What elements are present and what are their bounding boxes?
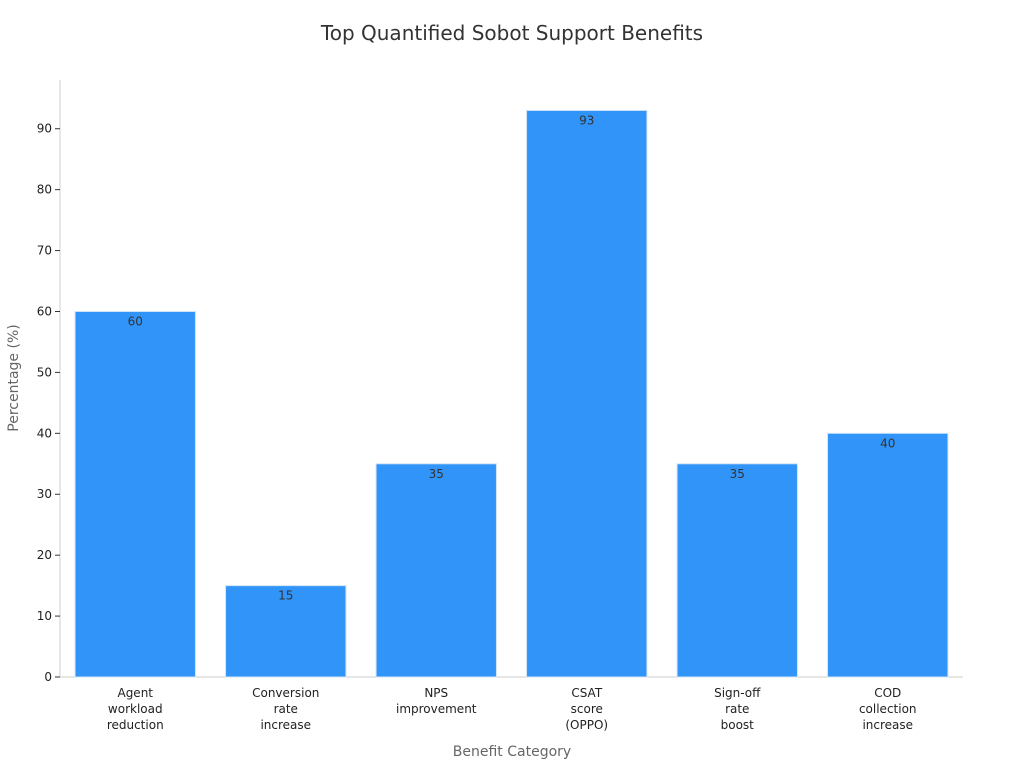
y-tick-label: 60 [37,304,52,318]
category-label: Conversion rate increase [252,686,319,732]
category-labels: Agent workload reduction Conversion rate incr… [107,686,917,732]
y-tick-label: 0 [44,670,52,684]
bar [225,585,347,678]
category-label: COD collection increase [859,686,917,732]
category-label-line: rate [274,702,298,716]
y-ticks: 0 10 20 30 40 50 60 70 80 90 [37,122,60,684]
category-label-line: Sign-off [714,686,761,700]
bar-value-label: 15 [278,589,293,603]
y-tick-label: 50 [37,365,52,379]
chart-title: Top Quantified Sobot Support Benefits [320,21,703,45]
y-tick-label: 90 [37,122,52,136]
category-label: NPS improvement [396,686,477,716]
bar-value-label: 35 [730,467,745,481]
category-label: CSAT score (OPPO) [565,686,608,732]
category-label-line: rate [725,702,749,716]
category-label-line: CSAT [571,686,602,700]
y-tick-label: 40 [37,426,52,440]
bar [526,109,648,678]
value-labels: 60 15 35 93 35 40 [128,113,896,602]
category-label-line: COD [874,686,901,700]
bar-value-label: 35 [429,467,444,481]
category-label-line: (OPPO) [565,718,608,732]
y-tick-label: 10 [37,609,52,623]
bars [74,109,949,678]
category-label-line: NPS [424,686,448,700]
bar [375,463,497,678]
category-label-line: increase [862,718,913,732]
category-label: Sign-off rate boost [714,686,761,732]
y-axis-label: Percentage (%) [6,324,22,431]
category-label-line: increase [260,718,311,732]
category-label-line: score [571,702,603,716]
bar-value-label: 40 [880,436,895,450]
bar [676,463,798,678]
category-label-line: Agent [117,686,153,700]
category-label-line: boost [721,718,755,732]
y-tick-label: 20 [37,548,52,562]
category-label-line: Conversion [252,686,319,700]
category-label: Agent workload reduction [107,686,164,732]
category-label-line: workload [108,702,163,716]
y-tick-label: 80 [37,183,52,197]
bar [827,432,949,678]
y-tick-label: 70 [37,244,52,258]
category-label-line: reduction [107,718,164,732]
bar-value-label: 93 [579,113,594,127]
y-tick-label: 30 [37,487,52,501]
category-label-line: improvement [396,702,477,716]
bar [74,310,196,678]
category-label-line: collection [859,702,917,716]
x-axis-label: Benefit Category [453,744,571,760]
bar-value-label: 60 [128,314,143,328]
